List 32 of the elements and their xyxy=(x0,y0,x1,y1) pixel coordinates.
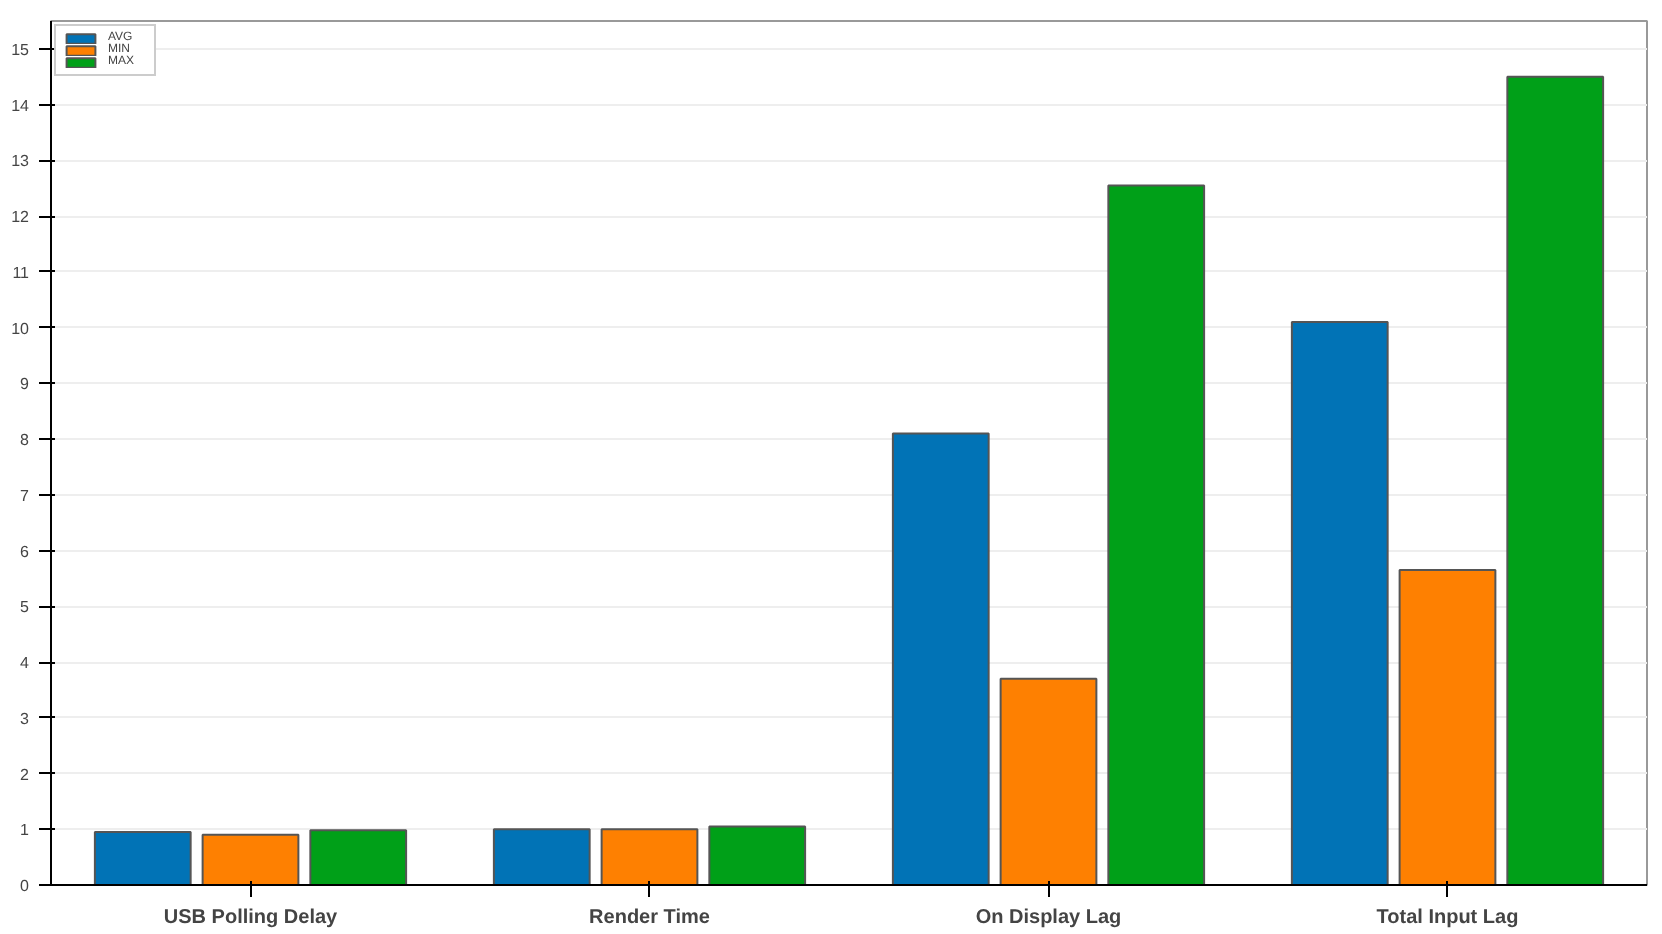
y-tick-label: 6 xyxy=(20,542,31,561)
y-tick-label: 13 xyxy=(11,152,31,171)
bar xyxy=(93,831,192,885)
bar xyxy=(1506,75,1605,885)
y-tick-label: 9 xyxy=(20,375,31,394)
y-tick-label: 2 xyxy=(20,765,31,784)
bar xyxy=(708,825,807,885)
y-tick-label: 1 xyxy=(20,821,31,840)
y-tick-label: 3 xyxy=(20,709,31,728)
x-tick-label: USB Polling Delay xyxy=(163,907,339,929)
x-tick-label: Render Time xyxy=(589,907,711,929)
y-tick-label: 10 xyxy=(11,319,31,338)
y-tick-label: 15 xyxy=(11,40,31,59)
bar xyxy=(891,432,990,885)
bar xyxy=(309,829,408,885)
y-tick-label: 12 xyxy=(11,208,31,227)
y-tick-label: 8 xyxy=(20,431,31,450)
bar xyxy=(999,677,1098,885)
bar xyxy=(1290,321,1389,885)
bar xyxy=(492,828,591,885)
x-tick-label: Total Input Lag xyxy=(1376,907,1519,929)
y-tick-label: 5 xyxy=(20,598,31,617)
y-tick-label: 11 xyxy=(12,263,31,282)
bar xyxy=(1107,184,1206,885)
bar xyxy=(201,833,300,885)
bar xyxy=(600,828,699,885)
y-tick-label: 7 xyxy=(20,486,31,505)
bar xyxy=(1398,569,1497,885)
x-tick-label: On Display Lag xyxy=(975,907,1122,929)
y-tick-label: 14 xyxy=(11,96,31,115)
y-tick-label: 4 xyxy=(20,654,31,673)
y-tick-label: 0 xyxy=(20,877,31,895)
